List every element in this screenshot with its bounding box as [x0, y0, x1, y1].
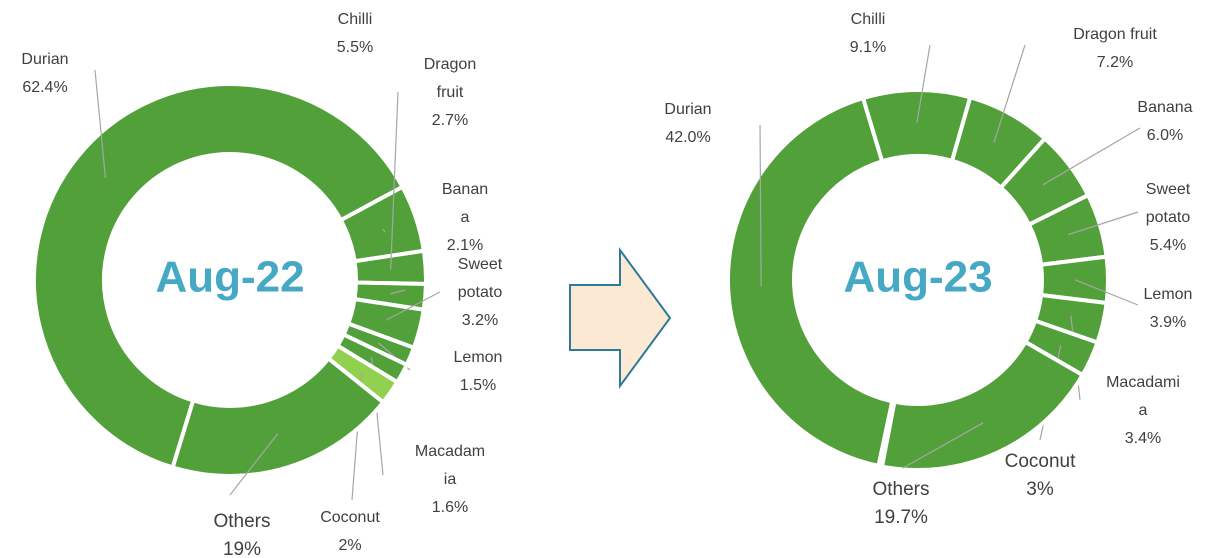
- label-line: Coconut: [320, 509, 380, 526]
- donut-slice: [726, 95, 895, 469]
- slice-label: Dragon fruit: [424, 56, 476, 101]
- label-line: Chilli: [851, 11, 886, 28]
- donut-slice: [879, 339, 1086, 472]
- leader-line: [1042, 127, 1141, 186]
- center-label: Aug-23: [843, 253, 992, 302]
- slice-label: Dragon fruit: [1073, 26, 1157, 43]
- slice-label: Sweet potato: [458, 256, 503, 301]
- label-line: Banan: [442, 181, 488, 198]
- value-label: 3.4%: [1125, 430, 1161, 447]
- center-label: Aug-22: [155, 253, 304, 302]
- value-label: 62.4%: [22, 79, 67, 96]
- donut-slice: [32, 82, 406, 470]
- leader-line: [916, 44, 931, 124]
- slice-label: Durian: [664, 101, 711, 118]
- value-label: 19.7%: [874, 507, 928, 528]
- label-line: Banana: [1137, 99, 1192, 116]
- label-line: ia: [444, 471, 457, 488]
- value-label: 19%: [223, 539, 261, 558]
- label-line: Others: [872, 479, 929, 500]
- donut-slice: [170, 355, 386, 478]
- label-line: Lemon: [454, 349, 503, 366]
- slice-label: Coconut: [320, 509, 380, 526]
- slice-label: Lemon: [454, 349, 503, 366]
- label-line: potato: [1146, 209, 1191, 226]
- value-label: 5.4%: [1150, 237, 1186, 254]
- label-line: a: [461, 209, 470, 226]
- leader-line: [390, 289, 406, 295]
- label-line: Dragon: [424, 56, 476, 73]
- value-label: 2%: [338, 537, 361, 554]
- value-label: 3.9%: [1150, 314, 1186, 331]
- label-line: Durian: [21, 51, 68, 68]
- slice-label: Macadami a: [1106, 374, 1180, 419]
- leader-line: [1068, 211, 1139, 236]
- value-label: 9.1%: [850, 39, 886, 56]
- value-label: 6.0%: [1147, 127, 1183, 144]
- arrow: [569, 246, 672, 390]
- value-label: 3.2%: [462, 312, 498, 329]
- slice-label: Others: [872, 479, 929, 500]
- leader-line: [993, 44, 1026, 143]
- slice-label: Banan a: [442, 181, 488, 226]
- label-line: Sweet: [458, 256, 503, 273]
- label-line: potato: [458, 284, 503, 301]
- value-label: 42.0%: [665, 129, 710, 146]
- slice-label: Lemon: [1144, 286, 1193, 303]
- slice-label: Macadam ia: [415, 443, 485, 488]
- label-line: Lemon: [1144, 286, 1193, 303]
- value-label: 3%: [1026, 479, 1054, 500]
- label-line: Chilli: [338, 11, 373, 28]
- label-line: Sweet: [1146, 181, 1191, 198]
- leader-line: [385, 291, 441, 321]
- value-label: 2.1%: [447, 237, 483, 254]
- slice-label: Others: [213, 511, 270, 532]
- leader-line: [902, 422, 984, 469]
- label-line: Others: [213, 511, 270, 532]
- label-line: Macadami: [1106, 374, 1180, 391]
- leader-line: [382, 228, 386, 233]
- leader-line: [94, 69, 107, 179]
- label-line: Macadam: [415, 443, 485, 460]
- value-label: 5.5%: [337, 39, 373, 56]
- value-label: 1.5%: [460, 377, 496, 394]
- label-line: Dragon fruit: [1073, 26, 1157, 43]
- slice-label: Durian: [21, 51, 68, 68]
- slice-label: Coconut: [1005, 451, 1076, 472]
- value-label: 7.2%: [1097, 54, 1133, 71]
- label-line: Coconut: [1005, 451, 1076, 472]
- slice-label: Chilli: [851, 11, 886, 28]
- leader-line: [759, 124, 762, 287]
- value-label: 1.6%: [432, 499, 468, 516]
- leader-line: [229, 433, 279, 496]
- value-label: 2.7%: [432, 112, 468, 129]
- slice-label: Banana: [1137, 99, 1192, 116]
- label-line: a: [1139, 402, 1148, 419]
- leader-line: [1074, 279, 1139, 306]
- slice-label: Chilli: [338, 11, 373, 28]
- leader-line: [390, 91, 399, 270]
- label-line: fruit: [437, 84, 464, 101]
- slice-label: Sweet potato: [1146, 181, 1191, 226]
- label-line: Durian: [664, 101, 711, 118]
